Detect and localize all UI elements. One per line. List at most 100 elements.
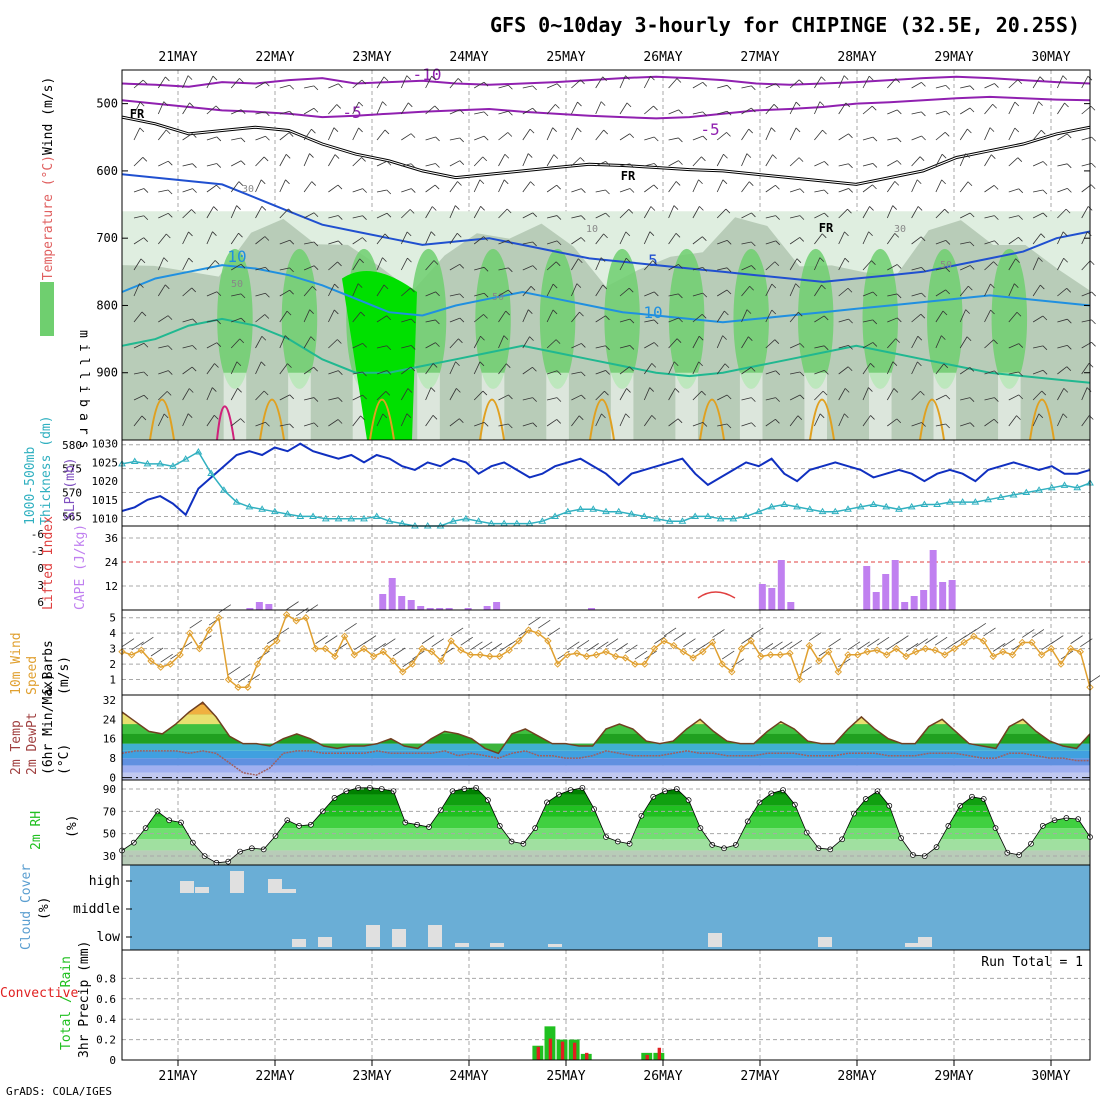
wind-barb [376,257,383,271]
wind-barb [1008,258,1016,271]
wind-barb [400,257,408,271]
wind-barb [279,310,288,323]
wind-barb [1057,258,1065,271]
wind-barb [765,418,776,427]
cape-bar [882,574,890,610]
wind-barb-flag [650,206,656,211]
wind-barb [182,133,193,141]
cape-bar [426,608,434,610]
wind-barb [765,309,773,323]
wind-barb [984,261,994,271]
wind-barb-flag [362,343,367,348]
temp-contour [121,317,1091,384]
wind-barb [862,363,871,375]
temp-contour-warm [589,398,615,441]
cloud-bar [180,881,194,893]
wind-barb [905,643,919,652]
wind-barb-flag [822,129,827,135]
wind-barb-flag [847,287,853,293]
temp-y-tick: 16 [103,733,116,746]
wind-barb-flag [214,260,220,265]
wind-barb [838,163,849,167]
wind-barb [717,110,728,115]
wind-barb [182,163,193,167]
wind-barb [182,388,190,401]
wind-barb [838,208,848,219]
wind-barb [474,421,485,427]
cape-bar [379,594,387,610]
wind-barb [1081,415,1090,427]
cape-bar [768,588,776,610]
wind-barb-flag [1040,129,1046,135]
date-label-top: 23MAY [352,50,391,65]
wind-barb-flag [1091,342,1096,347]
wind-barb [425,319,436,323]
wind-barb-flag [945,85,951,90]
wind-barb [400,75,408,89]
wind-barb [305,604,319,614]
wind-barb-flag [386,160,392,166]
wind-barb-flag [483,111,489,117]
wind-barb-flag [431,206,437,211]
wind-barb [352,258,360,271]
wind-barb-flag [894,233,900,238]
slp-left-label-1: 1000-500mb [23,447,38,525]
wind-barb [255,236,266,245]
wind-barb [911,313,922,323]
wind-barb-flag [751,397,756,402]
li-y-tick: -6 [31,528,44,541]
wind-barb [741,153,748,167]
wind-barb-flag [166,233,171,239]
wind-barb [984,240,995,245]
wind-barb [828,638,841,648]
wind-barb [328,154,336,167]
wind-barb-flag [993,185,999,190]
wind-barb [303,265,315,271]
wind-barb [304,397,315,401]
date-label-bottom: 23MAY [352,1069,391,1084]
wind-barb-flag [312,286,317,291]
wind-barb [1032,101,1039,115]
wind-barb-flag [192,133,197,138]
wind-barb-flag [921,422,926,427]
wind-barb-flag [238,181,244,186]
wind-barb [567,641,580,651]
wind-barb [182,102,190,115]
wind-barb-flag [629,133,635,139]
wind-barb-flag [504,153,510,159]
wind-barb [522,397,533,401]
wind-barb-flag [334,309,339,315]
wind-barb-flag [625,75,630,80]
wind-barb [303,422,315,427]
wind-barb [619,257,627,271]
date-label-top: 30MAY [1031,50,1070,65]
wind-barb-flag [240,109,246,114]
wind-barb-flag [435,342,440,347]
wind-barb [716,208,727,219]
wind-barb-flag [530,181,535,186]
wind-barb [935,363,945,375]
temp-band-warm [122,704,1090,715]
wind-barb [741,107,752,115]
rh-area-clear [998,372,1021,440]
wind-barb [571,258,579,271]
wind-barb [279,208,289,219]
wind-barb [765,154,773,167]
wind-barb [959,336,968,349]
wind-barb [814,257,821,271]
wind-barb [182,345,193,349]
wind-barb [934,636,948,646]
wind-barb-flag [265,292,270,298]
wind-barb-flag [482,390,488,396]
wind-barb-flag [870,363,875,368]
wind-barb-flag [941,179,946,185]
wind-barb-flag [289,111,294,116]
rh-band [122,839,1090,851]
wind-barb [571,415,580,427]
wind-barb [150,647,164,657]
wind-barb [206,163,217,167]
wind-barb [838,344,849,349]
wind-barb [668,361,675,375]
wind-barb-flag [653,136,659,142]
wind-barb-flag [895,338,901,343]
